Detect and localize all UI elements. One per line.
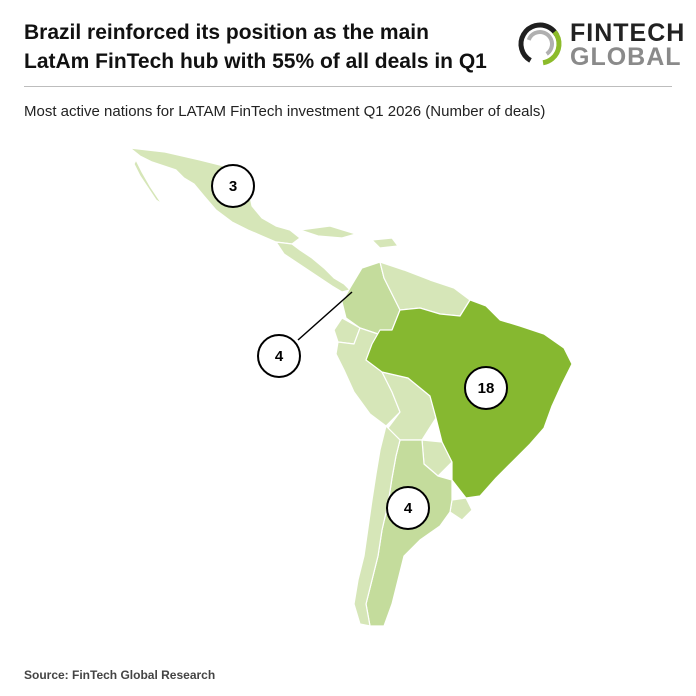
island-cuba: [299, 225, 357, 239]
country-uruguay: [449, 497, 473, 521]
headline: Brazil reinforced its position as the ma…: [24, 21, 487, 73]
ring-logo-icon: [518, 22, 562, 66]
label-mexico: 3: [211, 164, 255, 208]
latam-map: [129, 147, 573, 627]
logo-text-global: GLOBAL: [570, 43, 682, 71]
country-baja: [133, 159, 163, 205]
logo-text-fintech: FINTECH: [570, 19, 686, 47]
header-divider: [24, 86, 672, 87]
source-note: Source: FinTech Global Research: [24, 668, 216, 682]
label-argentina: 4: [386, 486, 430, 530]
country-chile: [353, 425, 401, 627]
label-colombia: 4: [257, 334, 301, 378]
map-subtitle: Most active nations for LATAM FinTech in…: [24, 103, 546, 120]
island-hispaniola: [371, 237, 399, 249]
country-central-america: [275, 241, 351, 293]
label-brazil: 18: [464, 366, 508, 410]
colombia-leader-line: [297, 291, 353, 341]
fintech-global-logo: FINTECH GLOBAL: [514, 18, 684, 74]
